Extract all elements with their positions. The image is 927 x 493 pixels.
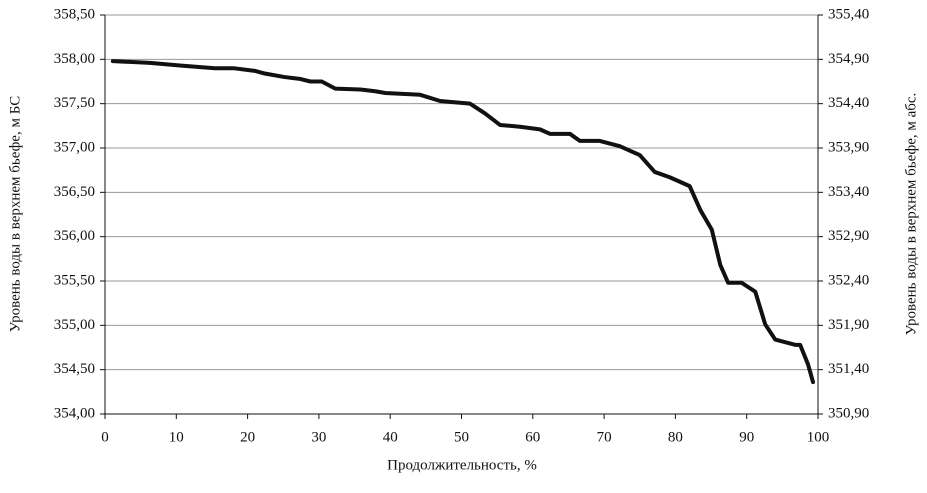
y-tick-label: 358,50	[54, 6, 95, 22]
x-tick-label: 40	[383, 429, 398, 445]
x-tick-label: 10	[169, 429, 184, 445]
x-axis-title: Продолжительность, %	[387, 457, 537, 473]
y2-axis-title: Уровень воды в верхнем бьефе, м абс.	[903, 93, 919, 336]
x-tick-label: 20	[240, 429, 255, 445]
y-tick-label: 357,00	[54, 139, 95, 155]
x-tick-label: 80	[668, 429, 683, 445]
x-tick-label: 0	[101, 429, 109, 445]
x-tick-label: 70	[597, 429, 612, 445]
y2-tick-label: 354,90	[828, 51, 869, 67]
y2-tick-label: 350,90	[828, 405, 869, 421]
y2-tick-label: 351,90	[828, 317, 869, 333]
y-axis-title: Уровень воды в верхнем бьефе, м БС	[7, 96, 23, 332]
y-tick-label: 356,00	[54, 228, 95, 244]
y2-tick-label: 352,90	[828, 228, 869, 244]
x-tick-label: 50	[454, 429, 469, 445]
x-tick-label: 30	[311, 429, 326, 445]
data-line	[110, 59, 816, 385]
y2-tick-label: 352,40	[828, 272, 869, 288]
y2-tick-label: 351,40	[828, 361, 869, 377]
y-tick-label: 354,50	[54, 361, 95, 377]
y2-tick-label: 355,40	[828, 6, 869, 22]
y-tick-label: 358,00	[54, 51, 95, 67]
x-tick-label: 90	[739, 429, 754, 445]
y2-tick-label: 353,90	[828, 139, 869, 155]
y-tick-label: 357,50	[54, 95, 95, 111]
y-tick-label: 354,00	[54, 405, 95, 421]
x-tick-label: 100	[807, 429, 830, 445]
y2-tick-label: 353,40	[828, 184, 869, 200]
y-tick-label: 355,00	[54, 317, 95, 333]
x-tick-label: 60	[525, 429, 540, 445]
y-tick-label: 355,50	[54, 272, 95, 288]
y2-tick-label: 354,40	[828, 95, 869, 111]
y-tick-label: 356,50	[54, 184, 95, 200]
